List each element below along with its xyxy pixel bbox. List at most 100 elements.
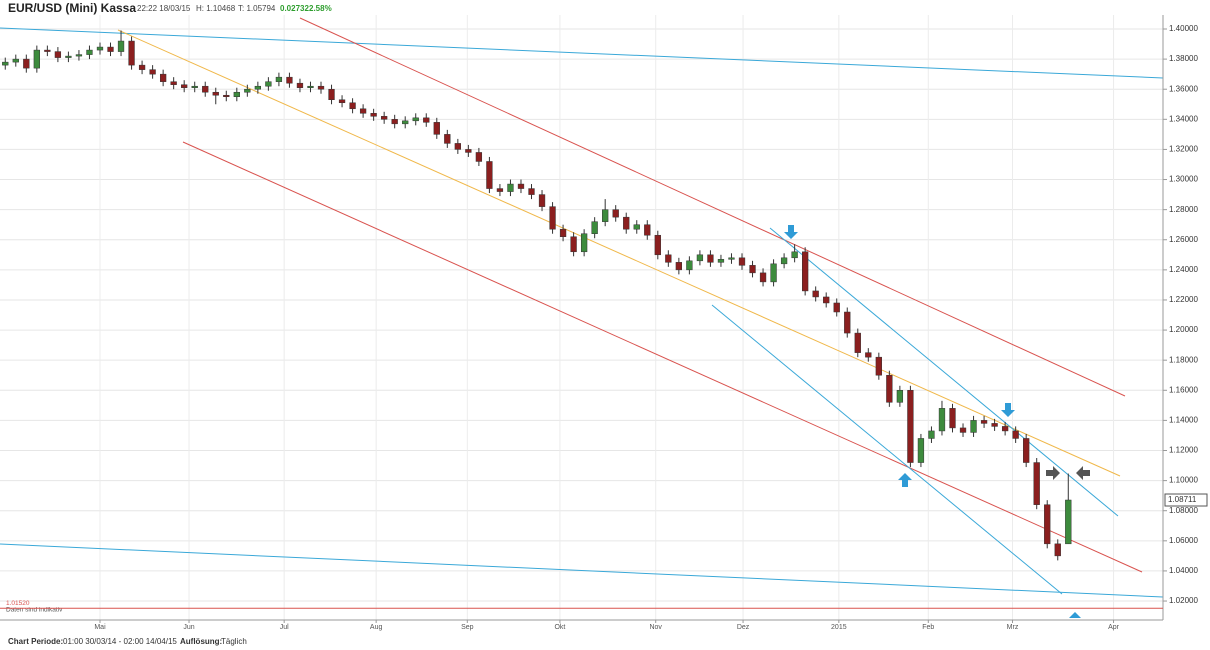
x-tick-label: Apr bbox=[1108, 624, 1120, 631]
candle-body bbox=[465, 149, 472, 153]
y-tick-label: 1.20000 bbox=[1169, 325, 1198, 334]
candle-body bbox=[1023, 438, 1030, 463]
arrow-down bbox=[784, 225, 798, 239]
candle-body bbox=[338, 99, 346, 104]
candle-body bbox=[12, 58, 19, 63]
candle-body bbox=[128, 40, 135, 66]
arrow-up bbox=[898, 473, 912, 487]
footer-resolution: Täglich bbox=[221, 637, 247, 646]
y-tick-label: 1.14000 bbox=[1169, 416, 1198, 425]
y-tick-label: 1.12000 bbox=[1169, 446, 1198, 455]
y-tick-label: 1.04000 bbox=[1169, 566, 1198, 575]
y-tick-label: 1.10000 bbox=[1169, 476, 1198, 485]
x-tick-label: Nov bbox=[649, 624, 662, 631]
x-tick-label: Jun bbox=[183, 624, 194, 631]
candle-body bbox=[749, 265, 756, 274]
candle-body bbox=[191, 85, 198, 88]
candle-body bbox=[402, 120, 409, 125]
candle-body bbox=[528, 188, 535, 195]
candle-body bbox=[75, 54, 83, 57]
candle-body bbox=[202, 85, 209, 93]
trendlines bbox=[0, 17, 1164, 598]
candle-body bbox=[823, 296, 830, 304]
high: H: 1.10468 bbox=[196, 4, 236, 13]
candle-body bbox=[317, 85, 325, 90]
candle-body bbox=[33, 49, 40, 69]
candle-body bbox=[296, 82, 304, 88]
candle-body bbox=[507, 183, 514, 192]
header: EUR/USD (Mini) Kassa 22:22 18/03/15 H: 1… bbox=[8, 1, 332, 15]
candle-body bbox=[159, 73, 167, 82]
last-price-label: 1.08711 bbox=[1168, 495, 1197, 504]
candle-body bbox=[496, 188, 504, 192]
candle-body bbox=[486, 161, 493, 189]
candle-body bbox=[54, 51, 62, 58]
candle-body bbox=[654, 234, 661, 256]
candle-body bbox=[370, 113, 377, 117]
candle-body bbox=[275, 76, 283, 82]
trendline bbox=[711, 304, 1063, 595]
candle-body bbox=[1033, 462, 1040, 505]
trendline bbox=[769, 227, 1119, 517]
y-tick-label: 1.32000 bbox=[1169, 145, 1198, 154]
y-tick-label: 1.36000 bbox=[1169, 84, 1198, 93]
candle-body bbox=[812, 290, 819, 298]
footer: Chart Periode: 01:00 30/03/14 - 02:00 14… bbox=[8, 637, 247, 646]
y-tick-label: 1.34000 bbox=[1169, 114, 1198, 123]
candle-body bbox=[675, 262, 682, 271]
candle-body bbox=[44, 49, 51, 52]
candle-body bbox=[633, 224, 640, 230]
candle-body bbox=[770, 263, 777, 283]
candle-body bbox=[1044, 504, 1051, 545]
candle-body bbox=[181, 84, 188, 88]
candle-body bbox=[1065, 499, 1072, 545]
candles bbox=[2, 30, 1072, 561]
candle-body bbox=[665, 254, 672, 263]
candle-body bbox=[917, 438, 925, 463]
candle-body bbox=[117, 40, 125, 52]
candle-body bbox=[696, 254, 704, 262]
change-pct: 2.58% bbox=[309, 4, 332, 13]
timestamp: 22:22 18/03/15 bbox=[137, 4, 191, 13]
candle-body bbox=[254, 85, 262, 90]
candle-body bbox=[991, 423, 998, 427]
y-tick-label: 1.02000 bbox=[1169, 596, 1198, 605]
candle-body bbox=[2, 61, 9, 66]
candle-body bbox=[686, 260, 693, 271]
candle-body bbox=[833, 302, 840, 313]
x-tick-label: Aug bbox=[370, 624, 383, 631]
candle-body bbox=[802, 251, 809, 292]
change: 0.02732 bbox=[280, 4, 309, 13]
candle-body bbox=[538, 194, 546, 207]
candle-body bbox=[391, 119, 398, 125]
candle-body bbox=[307, 85, 314, 88]
candle-body bbox=[717, 259, 725, 263]
y-tick-label: 1.30000 bbox=[1169, 175, 1198, 184]
candle-body bbox=[107, 46, 114, 52]
trendline bbox=[299, 17, 1126, 397]
arrow-down bbox=[1001, 403, 1015, 417]
y-tick-label: 1.26000 bbox=[1169, 235, 1198, 244]
arrow-right bbox=[1046, 466, 1060, 480]
candle-body bbox=[433, 122, 440, 135]
candle-body bbox=[1001, 426, 1009, 432]
candle-body bbox=[138, 64, 146, 70]
candle-body bbox=[265, 81, 272, 87]
x-tick-label: 2015 bbox=[831, 624, 847, 631]
candle-body bbox=[844, 311, 851, 334]
candle-body bbox=[517, 183, 525, 189]
candle-body bbox=[381, 116, 388, 120]
reference-label: 1.01520 bbox=[6, 600, 30, 607]
candle-body bbox=[591, 221, 598, 234]
candle-body bbox=[980, 420, 988, 424]
last-price-box bbox=[1164, 493, 1208, 507]
candle-body bbox=[244, 88, 251, 93]
candle-body bbox=[875, 356, 882, 376]
x-tick-label: Dez bbox=[737, 624, 750, 631]
candle-body bbox=[602, 209, 609, 222]
candle-body bbox=[86, 49, 93, 55]
candle-body bbox=[223, 94, 230, 97]
trendline bbox=[0, 27, 1164, 79]
candle-body bbox=[212, 91, 219, 96]
